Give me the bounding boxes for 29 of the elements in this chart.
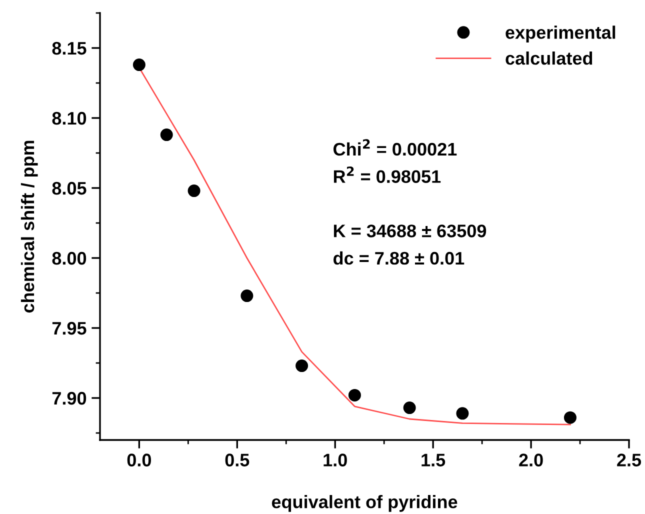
annotation: K = 34688 ± 63509 — [334, 224, 486, 238]
legend-label: calculated — [506, 52, 592, 65]
point — [296, 360, 308, 372]
point — [564, 411, 576, 424]
point — [240, 290, 254, 302]
y-tick-label: 7.95 — [52, 322, 86, 335]
annotation: R$^{2}$ = 0.98051 — [334, 166, 441, 183]
y-tick-label: 8.05 — [52, 182, 86, 195]
y-tick-label: 7.90 — [52, 392, 86, 405]
x-tick-label: 2.5 — [617, 454, 642, 466]
point — [348, 388, 361, 402]
point — [160, 128, 173, 142]
point — [403, 402, 416, 414]
point — [188, 184, 200, 198]
y-tick-label: 8.00 — [52, 252, 86, 265]
y-tick-label: 8.15 — [52, 42, 86, 55]
y-axis-title: chemical shift / ppm — [20, 140, 38, 313]
point — [132, 58, 146, 72]
x-tick-label: 0.0 — [127, 454, 151, 466]
x-tick-label: 2.0 — [519, 454, 543, 466]
x-tick-label: 1.5 — [422, 454, 446, 466]
y-tick-label: 8.10 — [52, 112, 86, 125]
x-tick-label: 0.5 — [225, 454, 250, 466]
annotation: Chi$^{2}$ = 0.00021 — [334, 139, 457, 156]
x-axis-title: equivalent of pyridine — [272, 495, 458, 512]
annotation: dc = 7.88 ± 0.01 — [334, 251, 464, 265]
point — [456, 407, 469, 420]
legend-label: experimental — [506, 26, 616, 42]
x-tick-label: 1.0 — [324, 454, 347, 466]
